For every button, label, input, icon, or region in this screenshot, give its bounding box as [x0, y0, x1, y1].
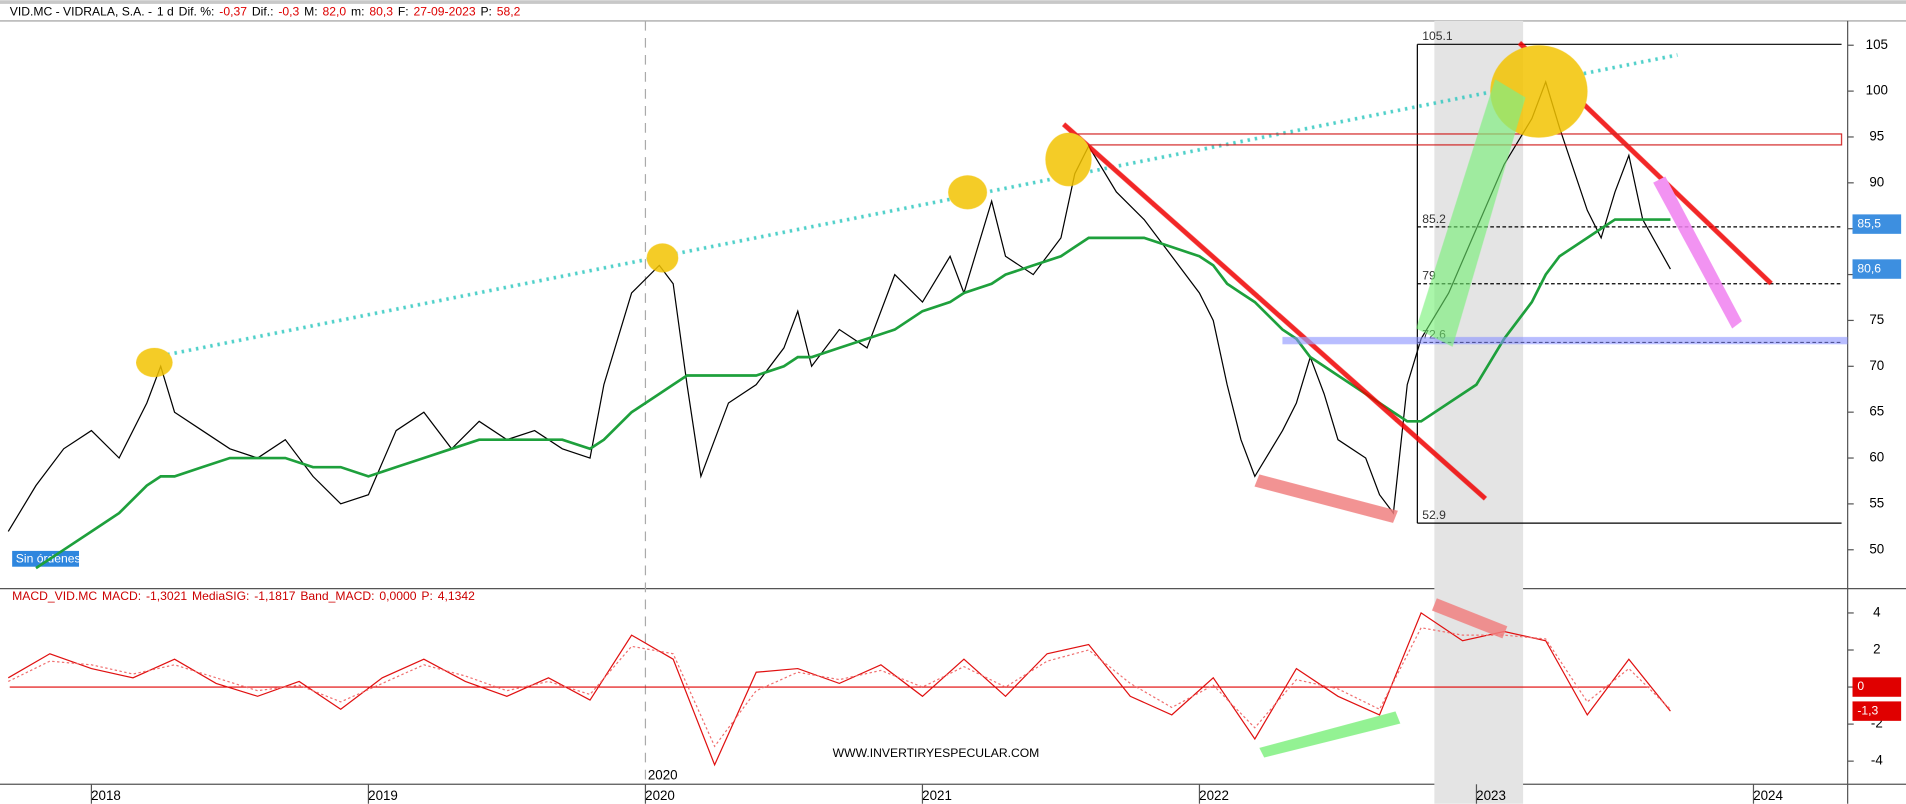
header: VID.MC - VIDRALA, S.A. - 1 d Dif. %: -0,37 D…: [10, 5, 521, 19]
field-value: -1,3021: [146, 589, 187, 603]
price-line: [35, 218, 1671, 570]
y-tick-label: 2: [1873, 642, 1880, 657]
arrow: [1416, 79, 1526, 347]
y-tick-label: 70: [1869, 358, 1884, 373]
y-tick-label: -2: [1871, 716, 1883, 731]
circle: [646, 243, 679, 273]
arrow: [1653, 176, 1742, 329]
indicator: MACD_VID.MC: [12, 589, 97, 603]
x-tick-label: 2019: [368, 788, 398, 803]
circle: [948, 175, 988, 210]
field-name: m:: [351, 5, 365, 19]
y-tick-label: -4: [1871, 753, 1883, 768]
field-name: Dif.:: [252, 5, 274, 19]
field-name: F:: [398, 5, 409, 19]
y-tick-label: 95: [1869, 128, 1884, 143]
top-border: [0, 0, 1906, 4]
x-tick-label: 2022: [1199, 788, 1229, 803]
macd-header: MACD_VID.MC MACD: -1,3021 MediaSIG: -1,1817 B…: [12, 589, 475, 603]
status-badge: [12, 550, 80, 567]
trend-line: [1062, 122, 1488, 501]
price-tag-label: 85,5: [1857, 216, 1881, 230]
level-label: 105.1: [1422, 29, 1453, 43]
symbol: VID.MC - VIDRALA, S.A. -: [10, 5, 152, 19]
price-tag: [1852, 259, 1902, 279]
field-value: 58,2: [497, 5, 521, 19]
field-value: 80,3: [369, 5, 393, 19]
y-tick-label: 50: [1869, 541, 1884, 556]
field-name: M:: [304, 5, 318, 19]
field-value: 27-09-2023: [413, 5, 475, 19]
watermark: WWW.INVERTIRYESPECULAR.COM: [833, 746, 1040, 760]
x-tick-label: 2021: [922, 788, 952, 803]
trend-line: [145, 53, 1678, 361]
field-name: P:: [421, 589, 432, 603]
arrow: [1431, 598, 1508, 639]
price-tag: [1852, 214, 1902, 234]
field-value: 4,1342: [438, 589, 475, 603]
y-tick-label: 75: [1869, 312, 1884, 327]
x-tick-label: 2020: [645, 788, 675, 803]
price-tag-label: 80,6: [1857, 261, 1881, 275]
x-tick-label: 2024: [1753, 788, 1783, 803]
level-label: 85.2: [1422, 212, 1446, 226]
plot: 50556065707580859095100105105.185.27972.…: [7, 20, 1902, 804]
field-value: 0,0000: [379, 589, 416, 603]
y-tick-label: 55: [1869, 495, 1884, 510]
support-zone: [1282, 336, 1848, 345]
y-tick-label: 4: [1873, 604, 1881, 619]
field-value: 82,0: [322, 5, 346, 19]
field-value: -0,37: [219, 5, 247, 19]
annotations: [136, 41, 1848, 758]
interval: 1 d: [157, 5, 174, 19]
field-value: -0,3: [278, 5, 299, 19]
y-tick-label: 60: [1869, 450, 1884, 465]
arrow: [1254, 474, 1398, 523]
field-name: MediaSIG:: [192, 589, 249, 603]
price-line: [7, 80, 1671, 532]
x-tick-label: 2018: [91, 788, 121, 803]
x-tick-label: 2023: [1476, 788, 1506, 803]
price-tag: [1852, 677, 1902, 697]
field-value: -1,1817: [254, 589, 295, 603]
y-tick-label: 90: [1869, 174, 1884, 189]
field-name: MACD:: [102, 589, 141, 603]
field-name: Band_MACD:: [300, 589, 374, 603]
circle: [1045, 132, 1092, 187]
y-tick-label: 65: [1869, 404, 1884, 419]
field-name: Dif. %:: [179, 5, 215, 19]
level-label: 52.9: [1422, 508, 1446, 522]
circle: [136, 347, 173, 378]
y-tick-label: 105: [1866, 37, 1888, 52]
price-line: [7, 627, 1671, 748]
price-tag: [1852, 701, 1902, 721]
price-tag-label: -1,3: [1857, 703, 1878, 717]
arrow: [1259, 711, 1401, 758]
period-marker-label: 2020: [648, 767, 678, 782]
y-tick-label: 100: [1866, 83, 1888, 98]
price-tag-label: 0: [1857, 679, 1864, 693]
field-name: P:: [480, 5, 491, 19]
